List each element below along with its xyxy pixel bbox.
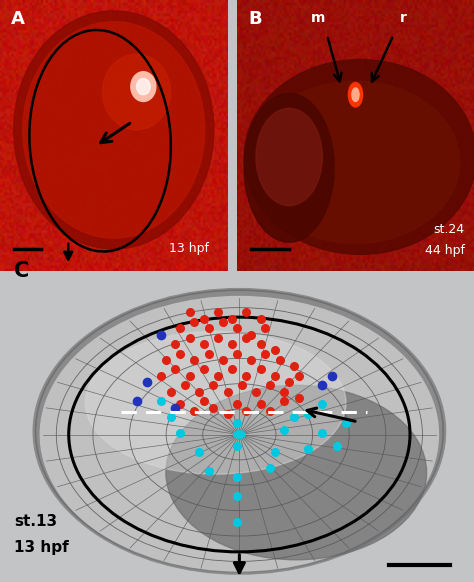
- Text: m: m: [310, 10, 325, 24]
- Text: 13 hpf: 13 hpf: [169, 242, 210, 255]
- Text: C: C: [14, 261, 29, 282]
- Circle shape: [137, 79, 150, 95]
- Ellipse shape: [102, 54, 171, 130]
- Text: A: A: [11, 10, 25, 29]
- Ellipse shape: [166, 385, 427, 560]
- Ellipse shape: [85, 331, 346, 474]
- Ellipse shape: [40, 297, 438, 573]
- Ellipse shape: [244, 59, 474, 254]
- Text: 13 hpf: 13 hpf: [14, 540, 69, 555]
- Circle shape: [131, 72, 156, 101]
- Text: r: r: [400, 10, 406, 24]
- Ellipse shape: [244, 93, 334, 242]
- Text: B: B: [249, 10, 263, 29]
- Ellipse shape: [33, 289, 446, 574]
- Text: st.24: st.24: [433, 223, 465, 236]
- Circle shape: [14, 11, 214, 249]
- Ellipse shape: [256, 108, 322, 205]
- Ellipse shape: [352, 88, 359, 101]
- Circle shape: [23, 22, 205, 238]
- Circle shape: [234, 431, 245, 438]
- Ellipse shape: [348, 83, 363, 107]
- Text: 44 hpf: 44 hpf: [425, 244, 465, 257]
- Text: st.13: st.13: [14, 514, 57, 530]
- Ellipse shape: [251, 81, 460, 243]
